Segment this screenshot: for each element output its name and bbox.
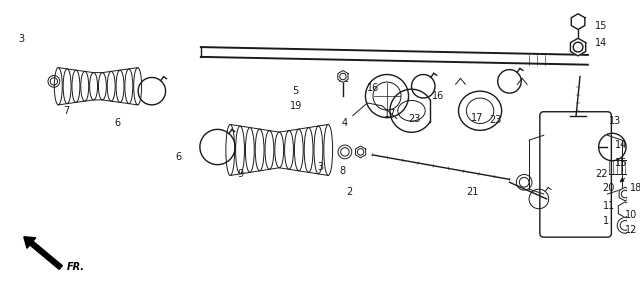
Text: 6: 6	[115, 117, 120, 127]
Text: 16: 16	[367, 83, 379, 93]
Text: 5: 5	[292, 86, 299, 96]
Text: 15: 15	[595, 21, 607, 30]
Text: 16: 16	[431, 91, 444, 101]
Text: 17: 17	[471, 113, 483, 123]
Text: 4: 4	[342, 117, 348, 127]
Text: 6: 6	[175, 152, 181, 162]
Text: 17: 17	[384, 109, 396, 119]
Text: 13: 13	[609, 116, 621, 126]
Polygon shape	[631, 46, 640, 64]
Polygon shape	[628, 139, 640, 155]
Text: 8: 8	[339, 165, 345, 176]
Polygon shape	[628, 157, 640, 173]
Polygon shape	[618, 202, 632, 217]
Polygon shape	[338, 71, 348, 82]
Text: 15: 15	[615, 158, 628, 168]
Text: 3: 3	[19, 34, 24, 44]
Polygon shape	[570, 38, 586, 56]
Text: 11: 11	[602, 201, 615, 211]
Text: 2: 2	[347, 187, 353, 197]
Polygon shape	[619, 187, 631, 201]
Text: 1: 1	[602, 217, 609, 227]
Text: 22: 22	[596, 169, 608, 179]
Text: 23: 23	[490, 114, 502, 124]
Text: 14: 14	[595, 38, 607, 48]
Polygon shape	[355, 146, 365, 158]
Polygon shape	[632, 22, 640, 37]
FancyArrow shape	[24, 237, 62, 269]
Text: 20: 20	[602, 183, 615, 193]
Text: 12: 12	[625, 225, 637, 235]
Polygon shape	[572, 14, 585, 30]
Text: 19: 19	[289, 101, 302, 111]
Text: 10: 10	[625, 210, 637, 219]
Text: FR.: FR.	[67, 262, 84, 271]
Text: 23: 23	[408, 114, 420, 124]
Text: 9: 9	[237, 169, 243, 179]
Text: 21: 21	[466, 187, 479, 197]
Text: 7: 7	[63, 106, 70, 116]
Text: 18: 18	[630, 183, 640, 193]
Text: 14: 14	[615, 140, 628, 150]
Text: 3: 3	[317, 162, 323, 172]
